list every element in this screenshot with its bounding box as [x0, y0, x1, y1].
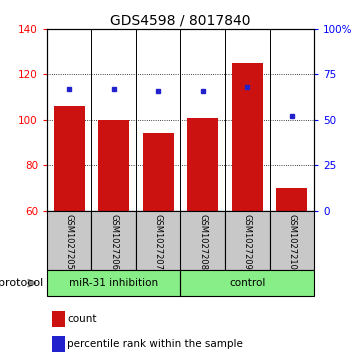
Text: GSM1027205: GSM1027205: [65, 213, 74, 269]
Text: GSM1027210: GSM1027210: [287, 213, 296, 269]
Bar: [180, 270, 314, 296]
Text: GSM1027209: GSM1027209: [243, 213, 252, 269]
Bar: [143, 133, 174, 211]
Text: GSM1027207: GSM1027207: [154, 213, 163, 270]
Bar: [225, 211, 270, 270]
Bar: [270, 211, 314, 270]
Text: control: control: [229, 278, 265, 288]
Bar: [52, 311, 65, 327]
Text: protocol: protocol: [0, 278, 43, 288]
Bar: [47, 270, 180, 296]
Bar: [136, 211, 180, 270]
Title: GDS4598 / 8017840: GDS4598 / 8017840: [110, 14, 251, 28]
Text: count: count: [67, 314, 97, 324]
Text: percentile rank within the sample: percentile rank within the sample: [67, 339, 243, 349]
Bar: [232, 63, 263, 211]
Bar: [276, 188, 307, 211]
Text: GSM1027206: GSM1027206: [109, 213, 118, 270]
Bar: [52, 336, 65, 352]
Bar: [187, 118, 218, 211]
Bar: [180, 211, 225, 270]
Text: GSM1027208: GSM1027208: [198, 213, 207, 270]
Text: miR-31 inhibition: miR-31 inhibition: [69, 278, 158, 288]
Bar: [47, 211, 91, 270]
Bar: [98, 120, 129, 211]
Bar: [91, 211, 136, 270]
Bar: [53, 106, 85, 211]
